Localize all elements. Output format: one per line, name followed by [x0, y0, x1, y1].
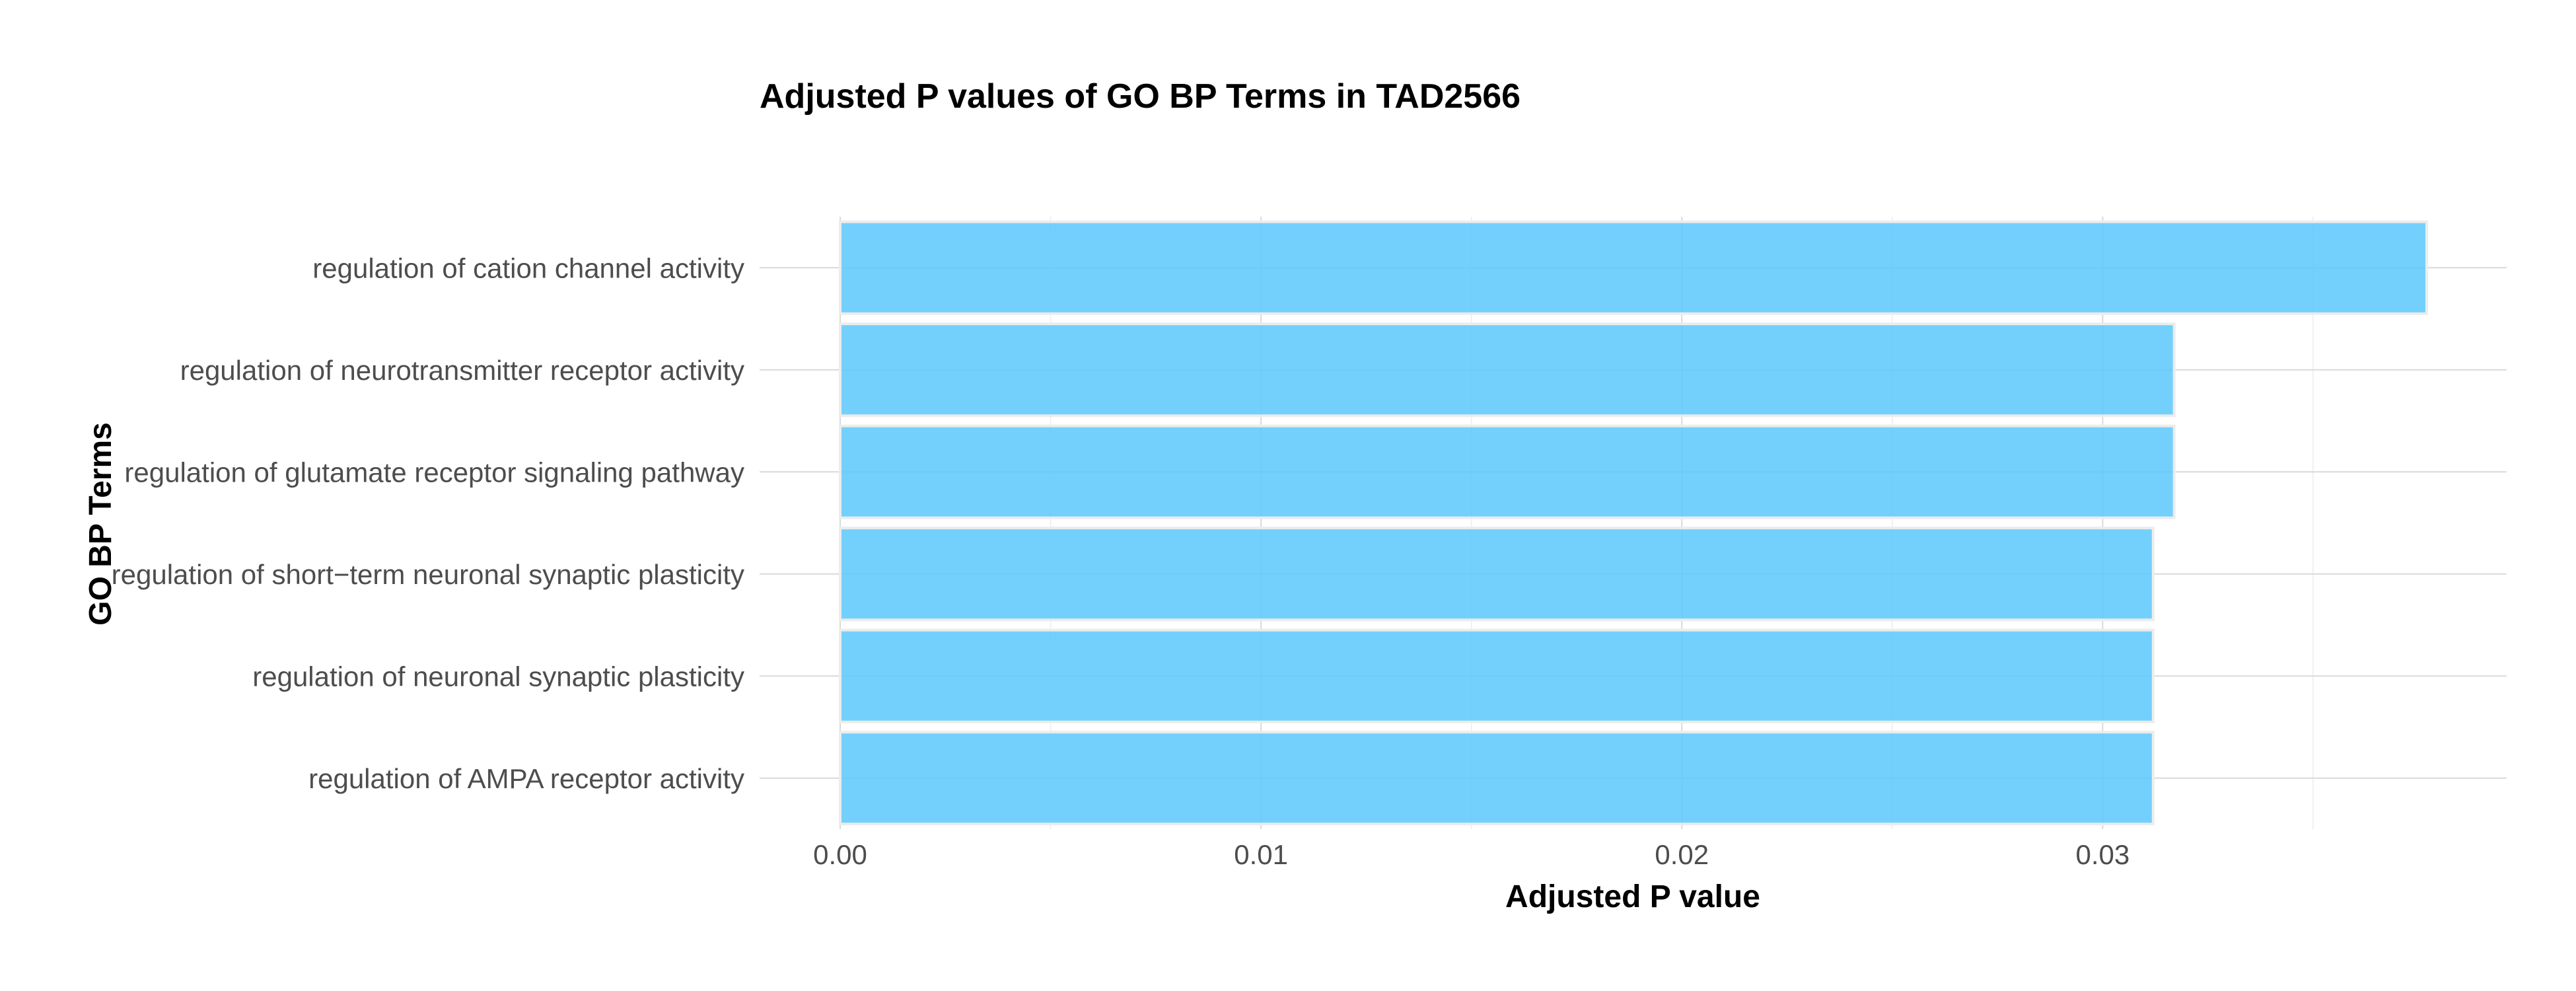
x-tick-labels: 0.00 0.01 0.02 0.03: [813, 839, 2129, 870]
y-tick-label: regulation of AMPA receptor activity: [308, 763, 744, 794]
y-tick-labels: regulation of cation channel activity reg…: [112, 252, 744, 794]
y-tick-label: regulation of glutamate receptor signali…: [124, 457, 744, 488]
bar: [839, 527, 2155, 622]
bars-layer: [839, 220, 2428, 826]
y-tick-label: regulation of short−term neuronal synapt…: [112, 559, 744, 590]
x-axis-title: Adjusted P value: [1505, 879, 1760, 914]
y-tick-label: regulation of neuronal synaptic plastici…: [252, 661, 744, 692]
bar: [839, 322, 2176, 418]
bar: [839, 731, 2155, 826]
x-tick-label: 0.03: [2075, 839, 2129, 870]
bar: [839, 424, 2176, 519]
x-tick-label: 0.02: [1655, 839, 1709, 870]
bar: [839, 628, 2155, 723]
y-tick-label: regulation of cation channel activity: [312, 252, 744, 283]
x-tick-label: 0.00: [813, 839, 867, 870]
y-axis-title: GO BP Terms: [83, 422, 118, 626]
chart-title: Adjusted P values of GO BP Terms in TAD2…: [760, 77, 1521, 116]
bar: [839, 220, 2428, 315]
x-tick-label: 0.01: [1234, 839, 1288, 870]
y-tick-label: regulation of neurotransmitter receptor …: [180, 355, 744, 386]
